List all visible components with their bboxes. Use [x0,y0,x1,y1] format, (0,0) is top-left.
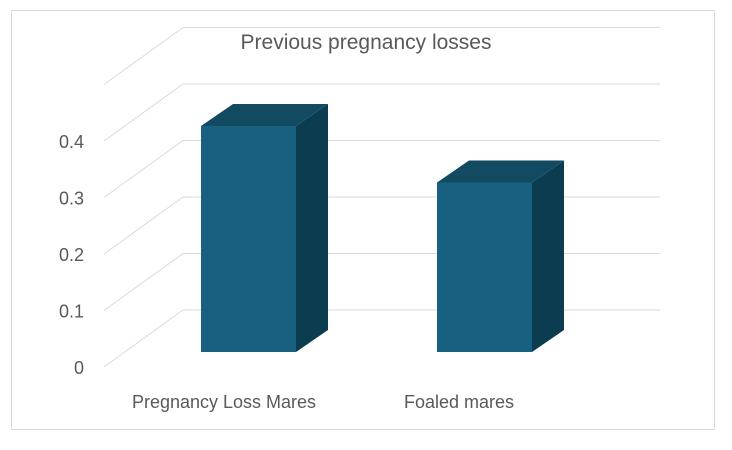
bar-side-face [296,104,328,352]
x-category-label: Pregnancy Loss Mares [132,392,316,412]
bar-top-face [201,104,328,126]
y-tick-label: 0.2 [59,245,84,265]
bar-top-face [437,160,564,183]
y-axis-tick-labels: 0 0.1 0.2 0.3 0.4 [59,132,84,378]
gridline-diagonal [103,27,184,85]
gridlines [103,27,660,368]
bar-side-face [532,160,564,352]
gridline-diagonal [103,83,184,142]
bar [201,104,328,352]
y-tick-label: 0.4 [59,132,84,152]
gridline-diagonal [103,309,184,368]
bar-front-face [437,182,532,352]
chart-frame [11,10,715,430]
gridline-diagonal [103,140,184,198]
y-tick-label: 0.3 [59,189,84,209]
bars [201,104,564,352]
x-axis-category-labels: Pregnancy Loss Mares Foaled mares [132,392,514,412]
bar-front-face [201,126,296,352]
chart-title: Previous pregnancy losses [241,31,492,54]
y-tick-label: 0.1 [59,302,84,322]
y-tick-label: 0 [74,358,84,378]
x-category-label: Foaled mares [404,392,514,412]
gridline-diagonal [103,196,184,255]
bar [437,160,564,352]
gridline-diagonal [103,253,184,311]
